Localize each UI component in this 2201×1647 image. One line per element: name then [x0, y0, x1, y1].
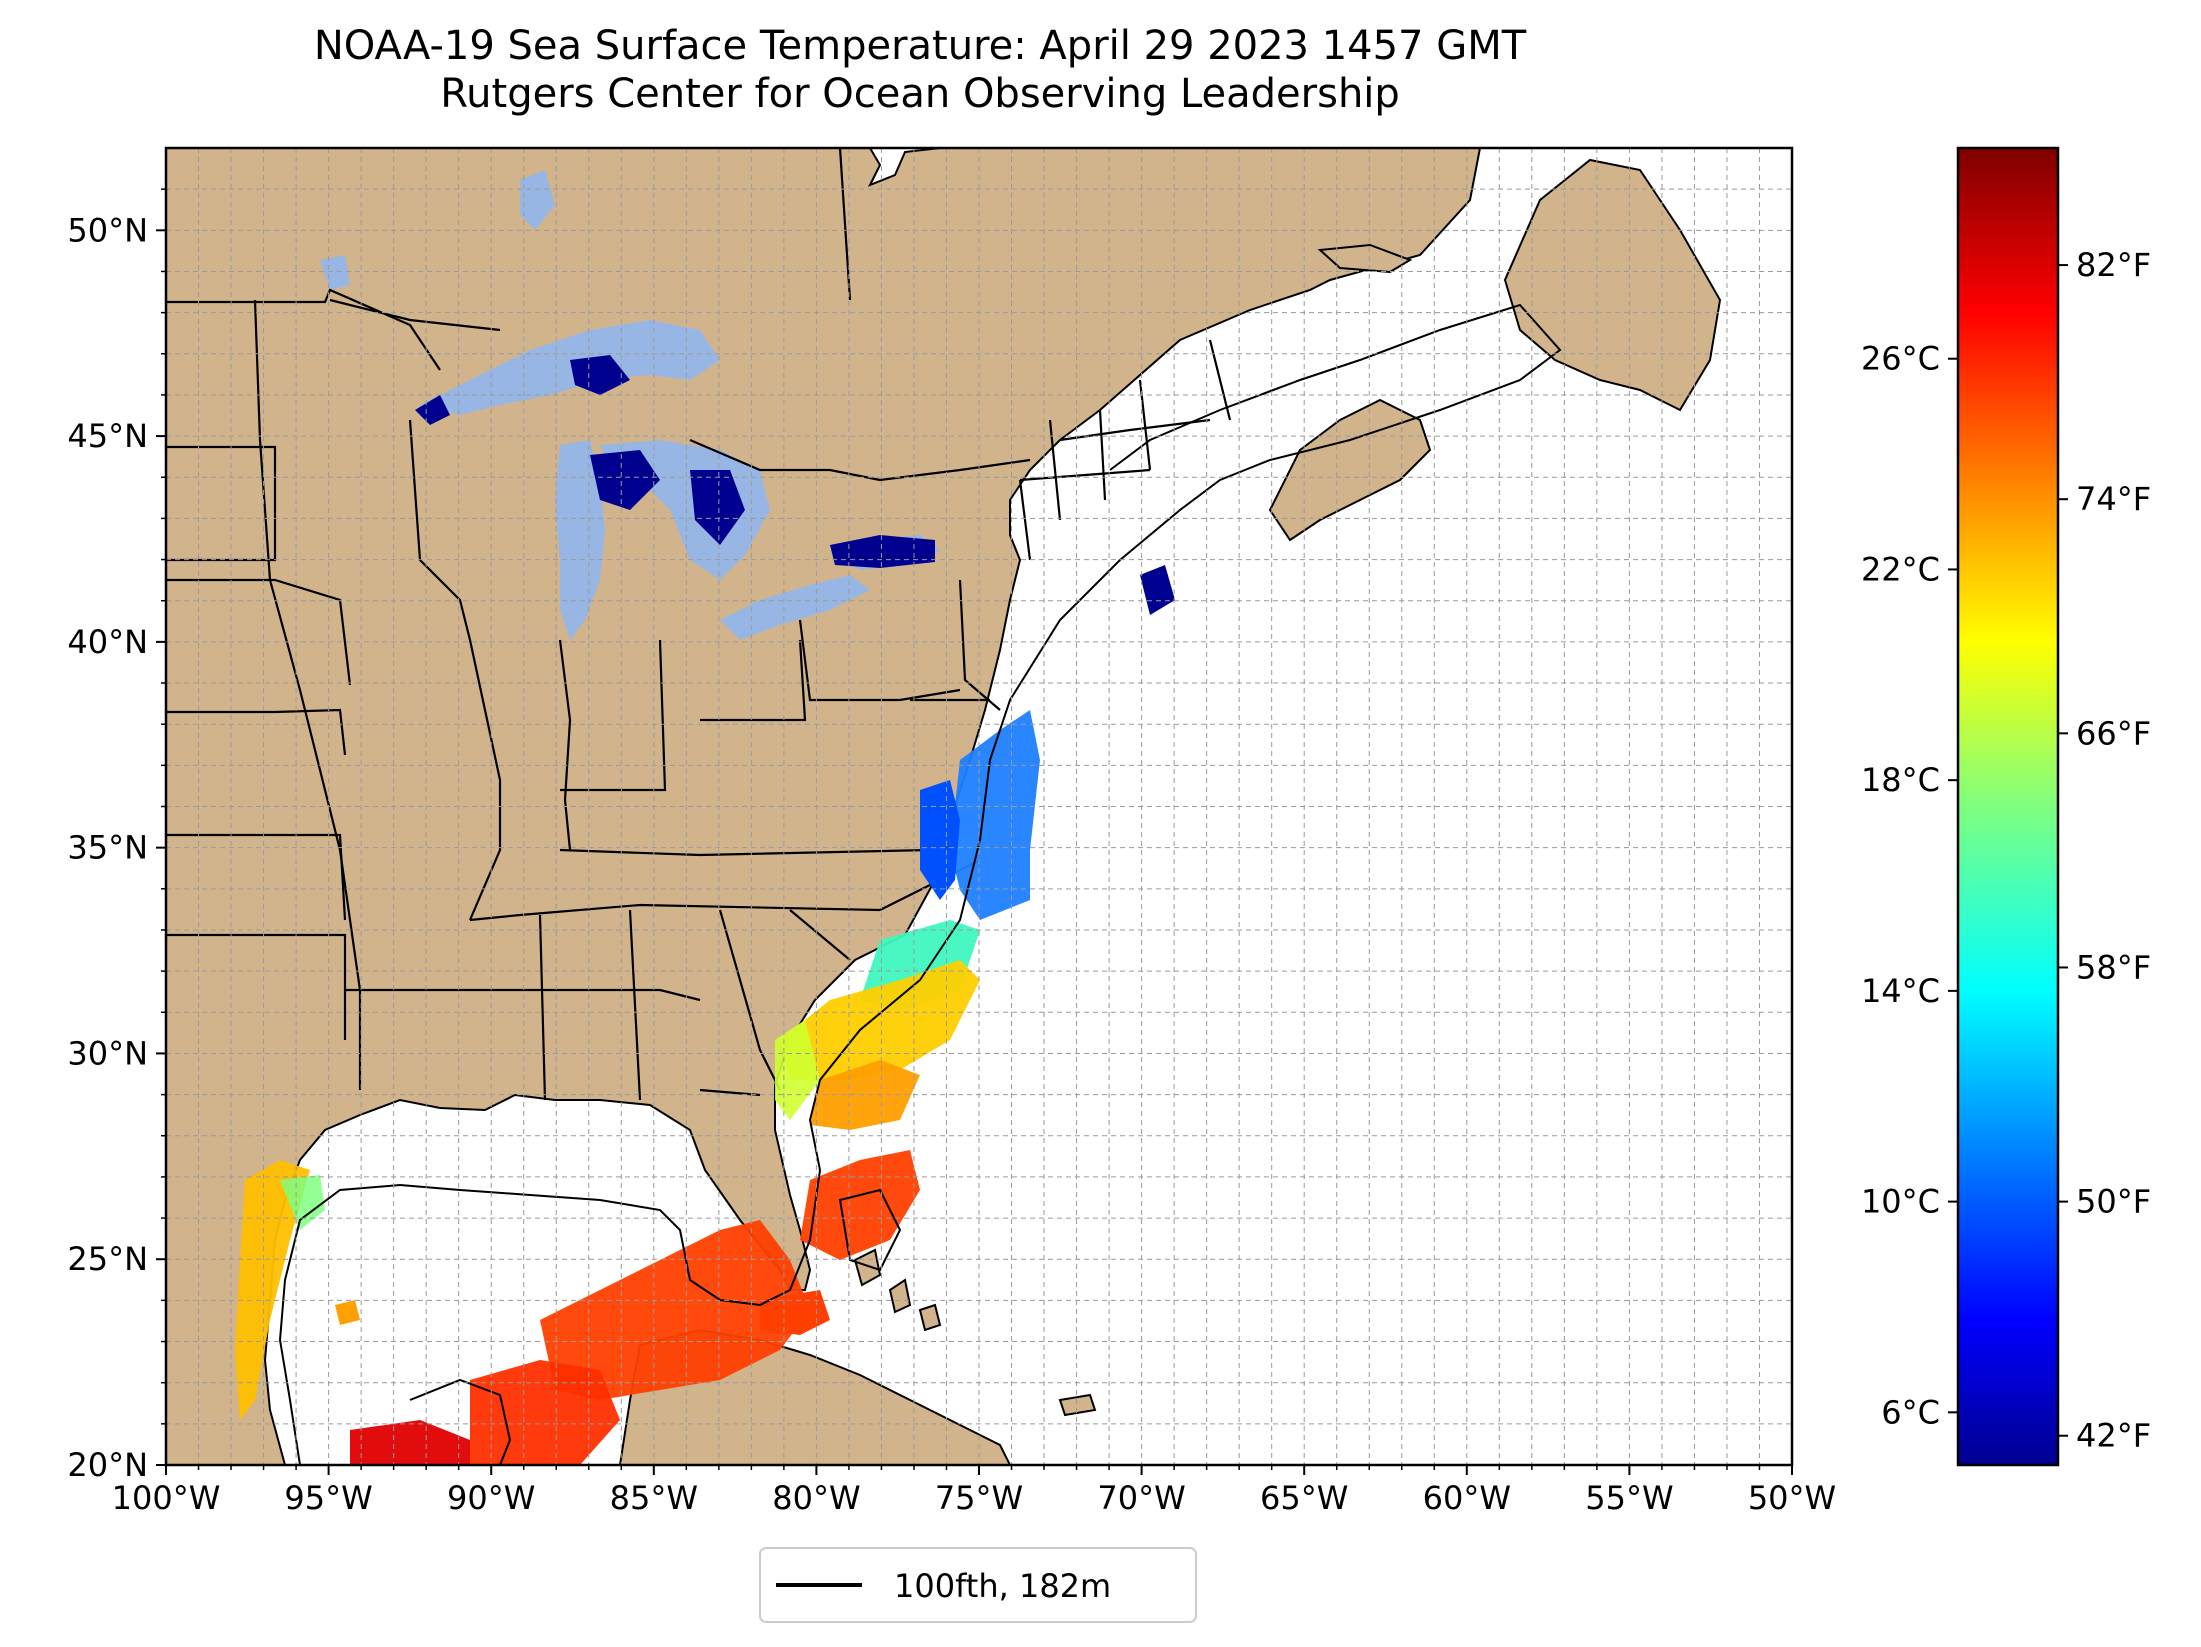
longitude-axis: 100°W 95°W 90°W 85°W 80°W 75°W 70°W 65°W 60°W 55°… — [112, 1465, 1836, 1517]
lon-tick-label: 75°W — [935, 1479, 1023, 1517]
colorbar-celsius-label: 10°C — [1861, 1183, 1940, 1221]
colorbar-celsius-label: 22°C — [1861, 550, 1940, 588]
sst-yucatan — [470, 1360, 620, 1465]
legend: 100fth, 182m — [759, 1547, 1197, 1623]
lat-tick-label: 35°N — [67, 829, 148, 867]
lon-tick-label: 100°W — [112, 1479, 221, 1517]
lon-tick-label: 95°W — [284, 1479, 372, 1517]
colorbar-fahrenheit-label: 74°F — [2076, 480, 2151, 518]
lon-tick-label: 65°W — [1260, 1479, 1348, 1517]
colorbar-gradient — [1956, 146, 2060, 1467]
legend-label: 100fth, 182m — [894, 1567, 1111, 1605]
colorbar-celsius-label: 6°C — [1881, 1393, 1940, 1431]
sst-chesapeake — [920, 780, 960, 900]
lon-tick-label: 80°W — [772, 1479, 860, 1517]
lake-erie — [720, 575, 870, 640]
map-panel — [166, 148, 1792, 1465]
sst-georgia-shelf — [780, 960, 980, 1080]
map-gridlines — [166, 148, 1792, 1465]
lake-sst-cold-patches — [415, 355, 1175, 615]
sst-florida-east — [810, 1060, 920, 1130]
sst-data-overlay — [235, 710, 1040, 1465]
lake-nipigon — [320, 255, 350, 290]
lat-tick-label: 25°N — [67, 1240, 148, 1278]
colorbar-fahrenheit-label: 82°F — [2076, 246, 2151, 284]
lake-superior — [420, 320, 720, 415]
lat-tick-label: 50°N — [67, 211, 148, 249]
colorbar-fahrenheit-label: 66°F — [2076, 714, 2151, 752]
lake-winnipeg — [520, 170, 555, 230]
sst-caribbean — [350, 1420, 470, 1465]
colorbar-fahrenheit-label: 58°F — [2076, 948, 2151, 986]
isobath-bahamas — [838, 1188, 902, 1272]
lat-tick-label: 20°N — [67, 1446, 148, 1484]
sst-texas-inner — [280, 1175, 325, 1230]
sst-florida-keys — [760, 1290, 830, 1335]
lon-tick-label: 55°W — [1585, 1479, 1673, 1517]
colorbar-fahrenheit-label: 50°F — [2076, 1183, 2151, 1221]
lat-tick-label: 45°N — [67, 417, 148, 455]
colorbar-celsius-label: 18°C — [1861, 761, 1940, 799]
sst-west-gulf-spot — [335, 1300, 360, 1325]
colorbar-fahrenheit-ticks: 42°F 50°F 58°F 66°F 74°F 82°F — [2058, 246, 2151, 1455]
colorbar-celsius-label: 26°C — [1861, 340, 1940, 378]
sst-texas-shelf — [235, 1160, 310, 1420]
isobath-gulf-campeche — [409, 1378, 512, 1465]
sst-blake-plateau — [800, 1150, 920, 1260]
colorbar: 6°C 10°C 14°C 18°C 22°C 26°C 42°F 50°F 58°F 66°F… — [1861, 146, 2151, 1467]
lake-michigan — [555, 440, 605, 640]
title-line-1: NOAA-19 Sea Surface Temperature: April 2… — [313, 23, 1527, 69]
map-title: NOAA-19 Sea Surface Temperature: April 2… — [0, 22, 1840, 118]
colorbar-fahrenheit-label: 42°F — [2076, 1417, 2151, 1455]
lon-tick-label: 50°W — [1748, 1479, 1836, 1517]
lat-tick-label: 30°N — [67, 1034, 148, 1072]
legend-box — [759, 1547, 1197, 1623]
lat-tick-label: 40°N — [67, 623, 148, 661]
lon-tick-label: 70°W — [1097, 1479, 1185, 1517]
nova-scotia-land — [1268, 398, 1432, 542]
lon-tick-label: 85°W — [610, 1479, 698, 1517]
sst-gulf-loop — [540, 1220, 810, 1400]
lon-tick-label: 60°W — [1423, 1479, 1511, 1517]
colorbar-celsius-ticks: 6°C 10°C 14°C 18°C 22°C 26°C — [1861, 340, 1958, 1431]
latitude-axis: 20°N 25°N 30°N 35°N 40°N 45°N 50°N — [67, 188, 166, 1484]
title-line-2: Rutgers Center for Ocean Observing Leade… — [440, 71, 1400, 117]
isobath-100fth-line — [278, 303, 1562, 1465]
political-borders — [166, 148, 1232, 1101]
colorbar-celsius-label: 14°C — [1861, 972, 1940, 1010]
lon-tick-label: 90°W — [447, 1479, 535, 1517]
